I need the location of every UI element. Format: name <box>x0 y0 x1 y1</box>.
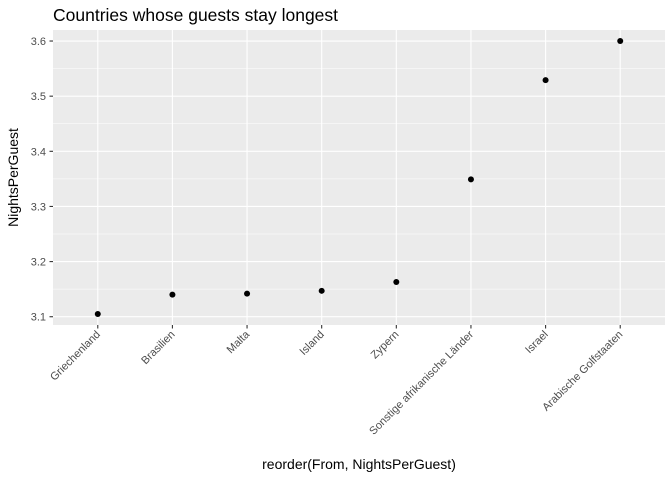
x-axis: Griechenland Brasilien Malta Island ZypernSo… <box>48 325 625 437</box>
y-tick-label: 3.2 <box>31 257 46 269</box>
data-point <box>467 176 474 183</box>
x-tick-label: Brasilien <box>139 329 177 367</box>
x-tick-label: Zypern <box>369 329 402 362</box>
data-point <box>393 278 400 285</box>
x-tick-label: Arabische Golfstaaten <box>540 329 625 414</box>
x-tick-label: Malta <box>225 328 253 356</box>
data-point <box>94 310 101 317</box>
grid-layer <box>53 30 665 325</box>
x-tick-label: Israel <box>523 329 551 357</box>
chart-title: Countries whose guests stay longest <box>53 5 338 25</box>
x-tick-label: Griechenland <box>48 329 103 384</box>
y-tick-label: 3.3 <box>31 201 46 213</box>
y-axis-title: NightsPerGuest <box>5 128 21 227</box>
data-point <box>244 290 251 297</box>
y-tick-label: 3.1 <box>31 312 46 324</box>
y-tick-label: 3.6 <box>31 36 46 48</box>
x-axis-title: reorder(From, NightsPerGuest) <box>262 456 456 472</box>
y-tick-label: 3.4 <box>31 146 46 158</box>
plot-panel <box>53 30 665 325</box>
data-point <box>617 38 624 45</box>
x-tick-label: Island <box>298 329 327 358</box>
y-axis: 3.1 3.2 3.3 3.4 3.5 3.6 <box>31 36 53 324</box>
data-point <box>169 291 176 298</box>
data-point <box>318 287 325 294</box>
points-layer <box>94 38 624 317</box>
data-point <box>542 77 549 84</box>
y-tick-label: 3.5 <box>31 91 46 103</box>
